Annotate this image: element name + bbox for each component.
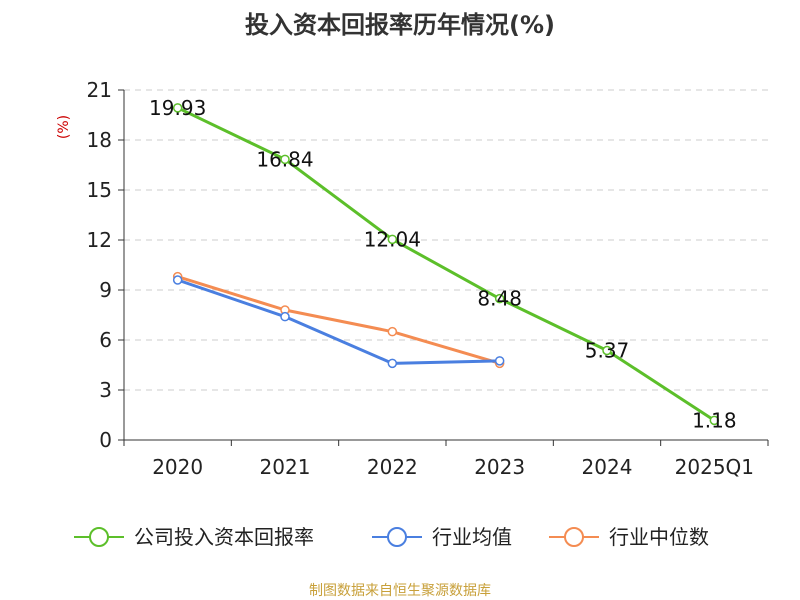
data-label: 8.48 [477, 287, 522, 311]
y-tick-label: 0 [99, 428, 112, 452]
y-tick-label: 6 [99, 328, 112, 352]
y-axis-unit-label: (%) [56, 115, 72, 139]
data-label: 19.93 [149, 96, 206, 120]
source-footer: 制图数据来自恒生聚源数据库 [309, 583, 491, 599]
data-point [280, 311, 290, 322]
chart-title: 投入资本回报率历年情况(%) [245, 11, 555, 39]
legend-swatch-marker [89, 527, 109, 547]
y-tick-label: 18 [87, 128, 112, 152]
series-line [176, 278, 502, 365]
legend-label: 行业均值 [432, 525, 512, 549]
data-point [387, 358, 398, 369]
y-tick-label: 12 [87, 228, 112, 252]
data-label: 16.84 [256, 147, 313, 171]
x-tick-label: 2021 [260, 455, 311, 479]
x-tick-label: 2020 [152, 455, 203, 479]
data-point [172, 103, 183, 113]
legend: 公司投入资本回报率 行业均值 行业中位数 [74, 525, 709, 549]
legend-label: 公司投入资本回报率 [134, 525, 314, 549]
data-point [494, 356, 505, 366]
series-layer [172, 103, 720, 426]
y-tick-label: 15 [87, 178, 112, 202]
x-tick-label: 2025Q1 [675, 455, 754, 479]
legend-item: 行业中位数 [549, 525, 709, 549]
y-tick-label: 3 [99, 378, 112, 402]
data-point [172, 275, 183, 285]
y-tick-label: 9 [99, 278, 112, 302]
y-tick-label: 21 [87, 78, 112, 102]
x-tick-label: 2023 [474, 455, 525, 479]
legend-swatch-marker [387, 527, 407, 547]
grid-lines [124, 89, 768, 391]
legend-label: 行业中位数 [609, 525, 709, 549]
series-line [176, 275, 502, 365]
data-point [709, 415, 720, 426]
data-point [602, 345, 612, 356]
data-point [494, 293, 505, 304]
data-label: 12.04 [364, 227, 421, 251]
x-tick-label: 2022 [367, 455, 418, 479]
data-point [387, 234, 398, 245]
data-labels: 19.93 16.84 12.04 8.48 5.37 1.18 [149, 96, 737, 433]
data-point [280, 154, 290, 165]
legend-swatch-marker [564, 527, 584, 547]
series-line [176, 106, 716, 422]
data-label: 5.37 [585, 339, 630, 363]
legend-item: 公司投入资本回报率 [74, 525, 314, 549]
data-point [387, 326, 398, 337]
axes: 0 3 6 9 12 15 18 21 2020 2021 2022 2023 2024 2025Q1 [87, 78, 769, 479]
x-tick-label: 2024 [582, 455, 633, 479]
legend-item: 行业均值 [372, 525, 512, 549]
data-label: 1.18 [692, 408, 737, 432]
